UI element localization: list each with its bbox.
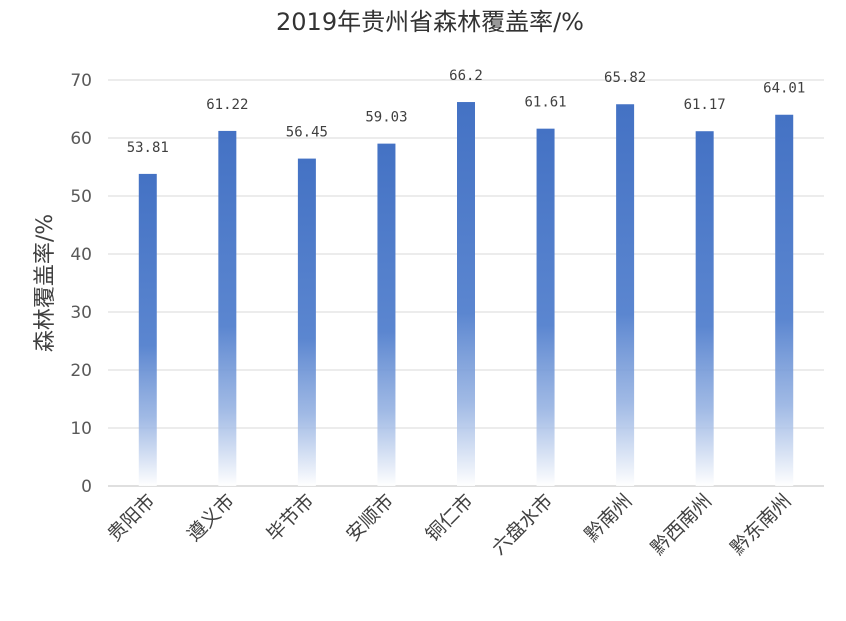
data-label: 53.81	[127, 140, 169, 156]
data-label: 61.17	[684, 97, 726, 113]
bars	[138, 102, 794, 487]
data-labels: 53.81 61.22 56.45 59.03 66.2 61.61 65.82 61.17 6…	[127, 68, 806, 156]
x-category-label: 贵阳市	[103, 490, 159, 546]
chart-title: 2019年贵州省森林覆盖率/%	[276, 8, 584, 36]
bar	[616, 104, 635, 486]
data-label: 65.82	[604, 70, 646, 86]
y-tick-label: 60	[70, 129, 92, 149]
data-label: 64.01	[763, 81, 805, 97]
x-category-label: 铜仁市	[422, 490, 478, 546]
x-category-label: 遵义市	[183, 490, 239, 546]
y-tick-label: 30	[70, 303, 92, 323]
x-category-label: 黔南州	[581, 490, 637, 546]
x-category-label: 毕节市	[263, 490, 319, 546]
bar	[775, 114, 794, 486]
bar	[536, 128, 555, 487]
data-label: 59.03	[365, 110, 407, 126]
y-tick-label: 50	[70, 187, 92, 207]
y-tick-label: 10	[70, 419, 92, 439]
data-label: 61.61	[524, 95, 566, 111]
bar	[297, 158, 316, 486]
x-category-label: 黔东南州	[726, 490, 795, 559]
y-tick-label: 0	[81, 477, 92, 497]
y-tick-label: 40	[70, 245, 92, 265]
bar	[457, 102, 475, 486]
data-label: 66.2	[449, 68, 483, 84]
x-category-label: 安顺市	[342, 490, 398, 546]
bar	[377, 143, 396, 486]
x-category-label: 六盘水市	[488, 490, 557, 559]
bar	[138, 173, 157, 487]
bar	[695, 131, 714, 487]
y-axis-label: 森林覆盖率/%	[33, 214, 58, 352]
y-tick-label: 20	[70, 361, 92, 381]
y-tick-label: 70	[70, 71, 92, 91]
bar	[218, 130, 237, 486]
data-label: 61.22	[206, 97, 248, 113]
data-label: 56.45	[286, 125, 328, 141]
x-category-label: 黔西南州	[647, 490, 716, 559]
y-axis-ticks: 0 10 20 30 40 50 60 70	[70, 71, 92, 497]
x-axis-categories: 贵阳市 遵义市 毕节市 安顺市 铜仁市 六盘水市 黔南州 黔西南州 黔东南州	[103, 490, 795, 559]
